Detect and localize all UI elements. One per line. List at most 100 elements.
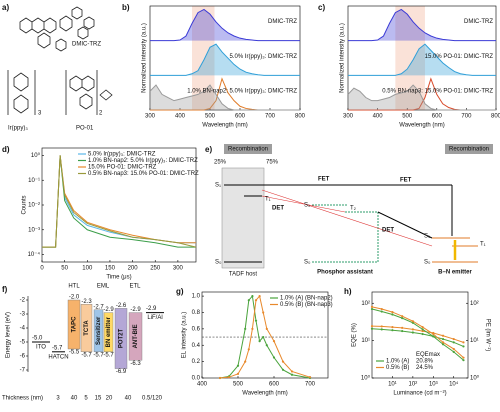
point xyxy=(254,319,258,322)
point xyxy=(391,326,394,329)
layer xyxy=(67,299,81,350)
legend-value: 20.8% xyxy=(416,359,434,365)
point xyxy=(265,344,268,347)
point xyxy=(441,334,445,337)
x-tick-label: 500 xyxy=(233,382,244,388)
y-axis-label: EQE (%) xyxy=(352,323,358,347)
level-label: -5.0 xyxy=(32,336,43,342)
legend-label: 0.5% (B) xyxy=(386,365,409,371)
point xyxy=(247,299,250,302)
thickness: 40 xyxy=(71,396,78,402)
fet-arrow xyxy=(377,211,433,239)
point xyxy=(281,360,285,363)
series-label: 1.0% BN-nap2: 5.0% Ir(ppy)₃: DMIC-TRZ xyxy=(187,89,297,95)
point xyxy=(370,324,374,328)
thickness: 0.5/120 xyxy=(142,396,163,402)
y-tick-label: -2 xyxy=(20,298,26,304)
point xyxy=(262,311,265,314)
legend-value: 24.5% xyxy=(416,365,434,371)
molecule-dmic xyxy=(19,17,57,49)
series-label: 15.0% PO-01: DMIC-TRZ xyxy=(425,54,494,60)
point xyxy=(370,307,374,311)
legend-title: EQEmax xyxy=(416,352,440,358)
layer-name: Sensitizer xyxy=(96,316,102,345)
point xyxy=(391,310,394,314)
series-line xyxy=(371,328,464,347)
legend-label: 1.0% BN-nap2: 5.0% Ir(ppy)₃: DMIC-TRZ xyxy=(88,158,198,164)
point xyxy=(370,305,374,308)
series-line xyxy=(150,8,300,42)
label: Recombination xyxy=(449,147,489,153)
panel-label: c) xyxy=(318,3,325,12)
x-axis-label: Time (μs) xyxy=(106,275,131,281)
label: Phosphor assistant xyxy=(317,270,373,276)
level-label: -2.7 xyxy=(93,304,104,310)
layer-name: BN emitter xyxy=(106,316,112,347)
x-tick-label: 0 xyxy=(40,266,44,272)
point xyxy=(258,340,261,343)
x-tick-label: 10¹ xyxy=(388,382,397,388)
point xyxy=(452,337,455,341)
level-label: -5.7 xyxy=(103,352,114,358)
y-tick-label: 10⁻³ xyxy=(28,227,40,233)
y-tick-label: 0.2 xyxy=(192,359,201,365)
thickness: 40 xyxy=(125,396,132,402)
x-axis-label: Wavelength (nm) xyxy=(242,391,287,397)
y-tick-label: 0.8 xyxy=(192,310,201,316)
molecule-irppy xyxy=(7,70,36,115)
y-tick-label: 10⁻² xyxy=(28,203,40,209)
point xyxy=(218,376,222,380)
layer xyxy=(103,312,114,353)
point xyxy=(290,370,294,373)
series-line xyxy=(371,308,464,361)
y2-tick-label: 10¹ xyxy=(470,338,479,344)
y-axis-label: Normalized intensity (a.u.) xyxy=(142,23,148,93)
point xyxy=(401,329,404,333)
series-label: DMIC-TRZ xyxy=(268,19,297,25)
host-box xyxy=(221,167,265,269)
x-axis-label: Wavelength (nm) xyxy=(202,123,247,129)
series-line xyxy=(42,155,197,248)
point xyxy=(421,328,424,331)
series-area xyxy=(150,9,300,41)
level-label: -6.9 xyxy=(116,369,127,375)
y-tick-label: 10¹ xyxy=(361,338,370,344)
point xyxy=(380,307,383,311)
x-tick-label: 700 xyxy=(305,382,316,388)
y-tick-label: 10⁻⁴ xyxy=(28,251,41,258)
molecule-name: PO-01 xyxy=(76,126,94,132)
point xyxy=(247,348,250,351)
point xyxy=(281,368,285,371)
det-arrow xyxy=(261,195,346,213)
x-tick-label: 50 xyxy=(61,266,68,272)
molecule-name: DMIC-TRZ xyxy=(72,42,101,48)
point xyxy=(432,332,435,336)
panel-label: g) xyxy=(176,287,184,296)
axis-label: Energy level (eV) xyxy=(6,312,12,358)
x-tick-label: 200 xyxy=(128,266,139,272)
point xyxy=(251,327,254,330)
y-tick-label: 10⁻¹ xyxy=(28,178,40,184)
layer xyxy=(114,308,128,369)
x-tick-label: 10² xyxy=(409,382,418,388)
series-area xyxy=(150,85,300,110)
y-tick-label: -3 xyxy=(20,312,26,318)
point xyxy=(441,341,445,344)
series-label: 5.0% Ir(ppy)₃: DMIC-TRZ xyxy=(230,54,298,60)
legend-label: 1.0% (A) xyxy=(386,359,409,365)
point xyxy=(432,335,435,338)
point xyxy=(411,331,414,334)
label: DET xyxy=(272,206,284,212)
label: DET xyxy=(382,228,394,234)
panel-label: b) xyxy=(122,3,130,12)
panel-label: e) xyxy=(205,145,212,154)
point xyxy=(421,332,424,336)
x-tick-label: 10³ xyxy=(429,382,438,388)
x-tick-label: 400 xyxy=(373,114,384,120)
x-tick-label: 300 xyxy=(173,266,184,272)
plot-frame xyxy=(201,291,329,379)
point xyxy=(401,326,404,329)
x-axis-label: Wavelength (nm) xyxy=(399,123,444,129)
point xyxy=(244,327,247,330)
